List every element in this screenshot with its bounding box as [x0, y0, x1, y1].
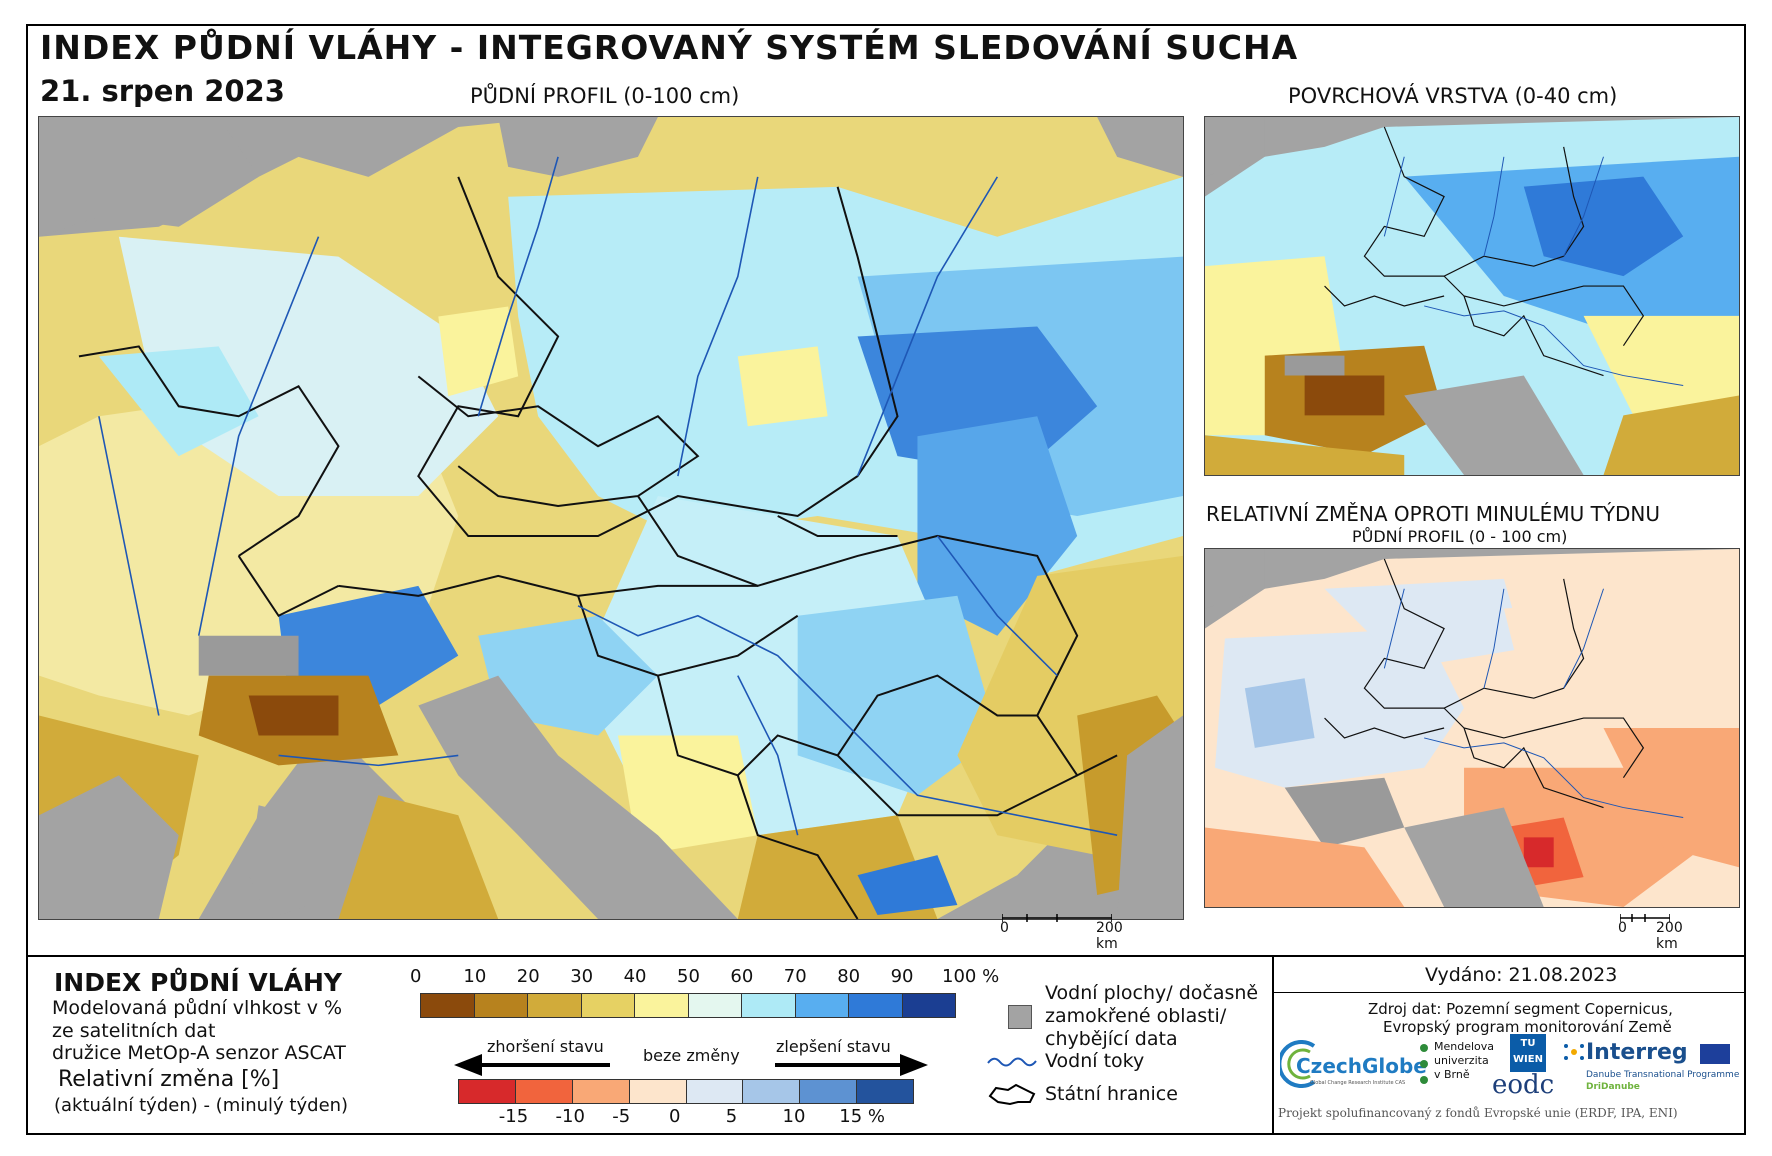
- interreg-logo: Interreg Danube Transnational Programme …: [1562, 1040, 1742, 1100]
- legend-title: INDEX PŮDNÍ VLÁHY: [54, 968, 342, 997]
- index-color-0: [421, 994, 475, 1017]
- index-tick: 100 %: [942, 966, 1000, 987]
- funding-footer: Projekt spolufinancovaný z fondů Evropsk…: [1278, 1106, 1678, 1120]
- change-color-7: [857, 1080, 913, 1103]
- weekly-change-map: [1204, 548, 1740, 908]
- index-tick: 20: [516, 966, 540, 987]
- small-scalebar-zero: 0: [1618, 920, 1627, 936]
- main-scalebar-zero: 0: [1000, 920, 1009, 936]
- border-line-icon: [988, 1083, 1036, 1106]
- mendel-line-2: univerzita: [1434, 1054, 1489, 1067]
- outer-frame: [26, 24, 1746, 1135]
- change-tick: 5: [725, 1106, 738, 1127]
- interreg-programme: Danube Transnational Programme: [1586, 1070, 1740, 1080]
- czechglobe-subtitle: Global Change Research Institute CAS: [1310, 1080, 1406, 1086]
- change-color-0: [459, 1080, 516, 1103]
- change-tick: -15: [498, 1106, 529, 1127]
- index-color-7: [795, 994, 849, 1017]
- change-color-6: [800, 1080, 858, 1103]
- water-area-swatch: [1008, 1005, 1032, 1029]
- change-colorbar: [458, 1079, 914, 1104]
- water-label-2: zamokřené oblasti/: [1045, 1005, 1227, 1027]
- index-color-2: [528, 994, 582, 1017]
- main-scalebar: 0 200 km: [1000, 914, 1123, 952]
- rivers-label: Vodní toky: [1045, 1050, 1145, 1072]
- czechglobe-logo: CzechGlobe Global Change Research Instit…: [1280, 1040, 1427, 1094]
- page-title: INDEX PŮDNÍ VLÁHY - INTEGROVANÝ SYSTÉM S…: [40, 28, 1299, 67]
- index-tick: 40: [623, 966, 647, 987]
- interreg-project: DriDanube: [1586, 1082, 1640, 1092]
- legend-description-3: družice MetOp-A senzor ASCAT: [52, 1042, 346, 1064]
- index-tick: 50: [677, 966, 700, 987]
- index-colorbar: [420, 993, 956, 1018]
- mendel-university-logo: Mendelova univerzita v Brně: [1418, 1040, 1498, 1100]
- index-color-6: [742, 994, 796, 1017]
- index-tick: 0: [410, 966, 422, 987]
- index-tick: 90: [890, 966, 914, 987]
- index-tick: 60: [730, 966, 754, 987]
- change-color-1: [515, 1080, 573, 1103]
- change-tick: 15 %: [839, 1106, 885, 1127]
- mendel-line-3: v Brně: [1434, 1068, 1470, 1081]
- info-divider: [1272, 955, 1274, 1135]
- index-color-5: [688, 994, 742, 1017]
- source-line-1: Zdroj dat: Pozemní segment Copernicus,: [1368, 1000, 1673, 1018]
- main-map-title: PŮDNÍ PROFIL (0-100 cm): [470, 84, 740, 108]
- tu-wien-logo: TU WIEN: [1510, 1034, 1546, 1072]
- change-tick: 0: [669, 1106, 681, 1127]
- index-tick: 30: [570, 966, 594, 987]
- relative-change-subtitle: (aktuální týden) - (minulý týden): [54, 1095, 349, 1116]
- eodc-logo: eodc: [1492, 1070, 1555, 1100]
- change-color-4: [686, 1080, 744, 1103]
- water-label-3: chybějící data: [1045, 1028, 1178, 1050]
- small-scalebar-length: 200 km: [1656, 920, 1683, 952]
- source-line-2: Evropský program monitorování Země: [1383, 1018, 1672, 1036]
- legend-description-2: ze satelitních dat: [52, 1020, 216, 1042]
- surface-soil-moisture-map: [1204, 116, 1740, 476]
- index-tick: 10: [463, 966, 487, 987]
- relative-change-title: Relativní změna [%]: [58, 1067, 280, 1092]
- surface-map-title: POVRCHOVÁ VRSTVA (0-40 cm): [1288, 84, 1618, 108]
- tu-wien-wordmark: TU WIEN: [1513, 1038, 1543, 1065]
- issued-date: Vydáno: 21.08.2023: [1425, 964, 1618, 986]
- date-label: 21. srpen 2023: [40, 74, 285, 108]
- index-color-8: [849, 994, 903, 1017]
- change-color-2: [572, 1080, 630, 1103]
- change-direction-arrows: [454, 1054, 928, 1076]
- change-tick: -10: [555, 1106, 585, 1127]
- index-color-3: [581, 994, 635, 1017]
- main-soil-moisture-map: [38, 116, 1184, 920]
- index-color-9: [902, 994, 955, 1017]
- index-tick: 80: [837, 966, 861, 987]
- better-label: zlepšení stavu: [776, 1037, 891, 1056]
- river-line-icon: [987, 1057, 1037, 1067]
- worse-label: zhoršení stavu: [487, 1037, 604, 1056]
- info-rule: [1274, 992, 1746, 993]
- index-color-4: [635, 994, 689, 1017]
- change-map-subtitle: PŮDNÍ PROFIL (0 - 100 cm): [1352, 527, 1568, 546]
- small-scalebar: 0 200 km: [1618, 914, 1683, 952]
- change-tick: 10: [782, 1106, 806, 1127]
- no-change-label: beze změny: [643, 1046, 740, 1065]
- change-map-title: RELATIVNÍ ZMĚNA OPROTI MINULÉMU TÝDNU: [1206, 502, 1661, 526]
- main-scalebar-length: 200 km: [1096, 920, 1123, 952]
- czechglobe-wordmark: CzechGlobe: [1296, 1054, 1427, 1078]
- interreg-wordmark: Interreg: [1586, 1040, 1688, 1065]
- change-color-3: [629, 1080, 687, 1103]
- index-color-1: [474, 994, 528, 1017]
- change-tick: -5: [612, 1106, 631, 1127]
- legend-description-1: Modelovaná půdní vlhkost v %: [52, 997, 343, 1019]
- eu-flag-icon: [1700, 1044, 1730, 1064]
- mendel-line-1: Mendelova: [1434, 1040, 1495, 1053]
- water-label-1: Vodní plochy/ dočasně: [1045, 982, 1259, 1004]
- change-color-5: [743, 1080, 801, 1103]
- borders-label: Státní hranice: [1045, 1083, 1178, 1105]
- legend-divider: [26, 955, 1746, 957]
- index-tick: 70: [783, 966, 807, 987]
